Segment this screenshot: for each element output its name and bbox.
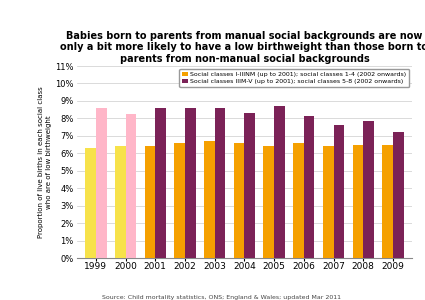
Bar — [334, 125, 344, 258]
Bar — [115, 146, 125, 258]
Bar — [382, 146, 393, 258]
Bar — [393, 132, 404, 258]
Bar — [293, 143, 304, 258]
Text: Source: Child mortality statistics, ONS; England & Wales; updated Mar 2011: Source: Child mortality statistics, ONS;… — [102, 295, 340, 299]
Bar — [274, 106, 285, 258]
Bar — [185, 108, 196, 258]
Bar — [174, 143, 185, 258]
Bar — [244, 113, 255, 258]
Y-axis label: Proportion of live births in each social class
who are of low birthweight: Proportion of live births in each social… — [38, 86, 52, 238]
Bar — [304, 116, 314, 258]
Bar — [215, 108, 225, 258]
Bar — [144, 146, 155, 258]
Title: Babies born to parents from manual social backgrounds are now
only a bit more li: Babies born to parents from manual socia… — [60, 31, 425, 64]
Bar — [85, 148, 96, 258]
Legend: Social classes I-IIINM (up to 2001); social classes 1-4 (2002 onwards), Social c: Social classes I-IIINM (up to 2001); soc… — [179, 69, 409, 87]
Bar — [234, 143, 244, 258]
Bar — [204, 141, 215, 258]
Bar — [363, 121, 374, 258]
Bar — [352, 145, 363, 258]
Bar — [323, 146, 334, 258]
Bar — [155, 108, 166, 258]
Bar — [125, 114, 136, 258]
Bar — [96, 108, 107, 258]
Bar — [264, 146, 274, 258]
